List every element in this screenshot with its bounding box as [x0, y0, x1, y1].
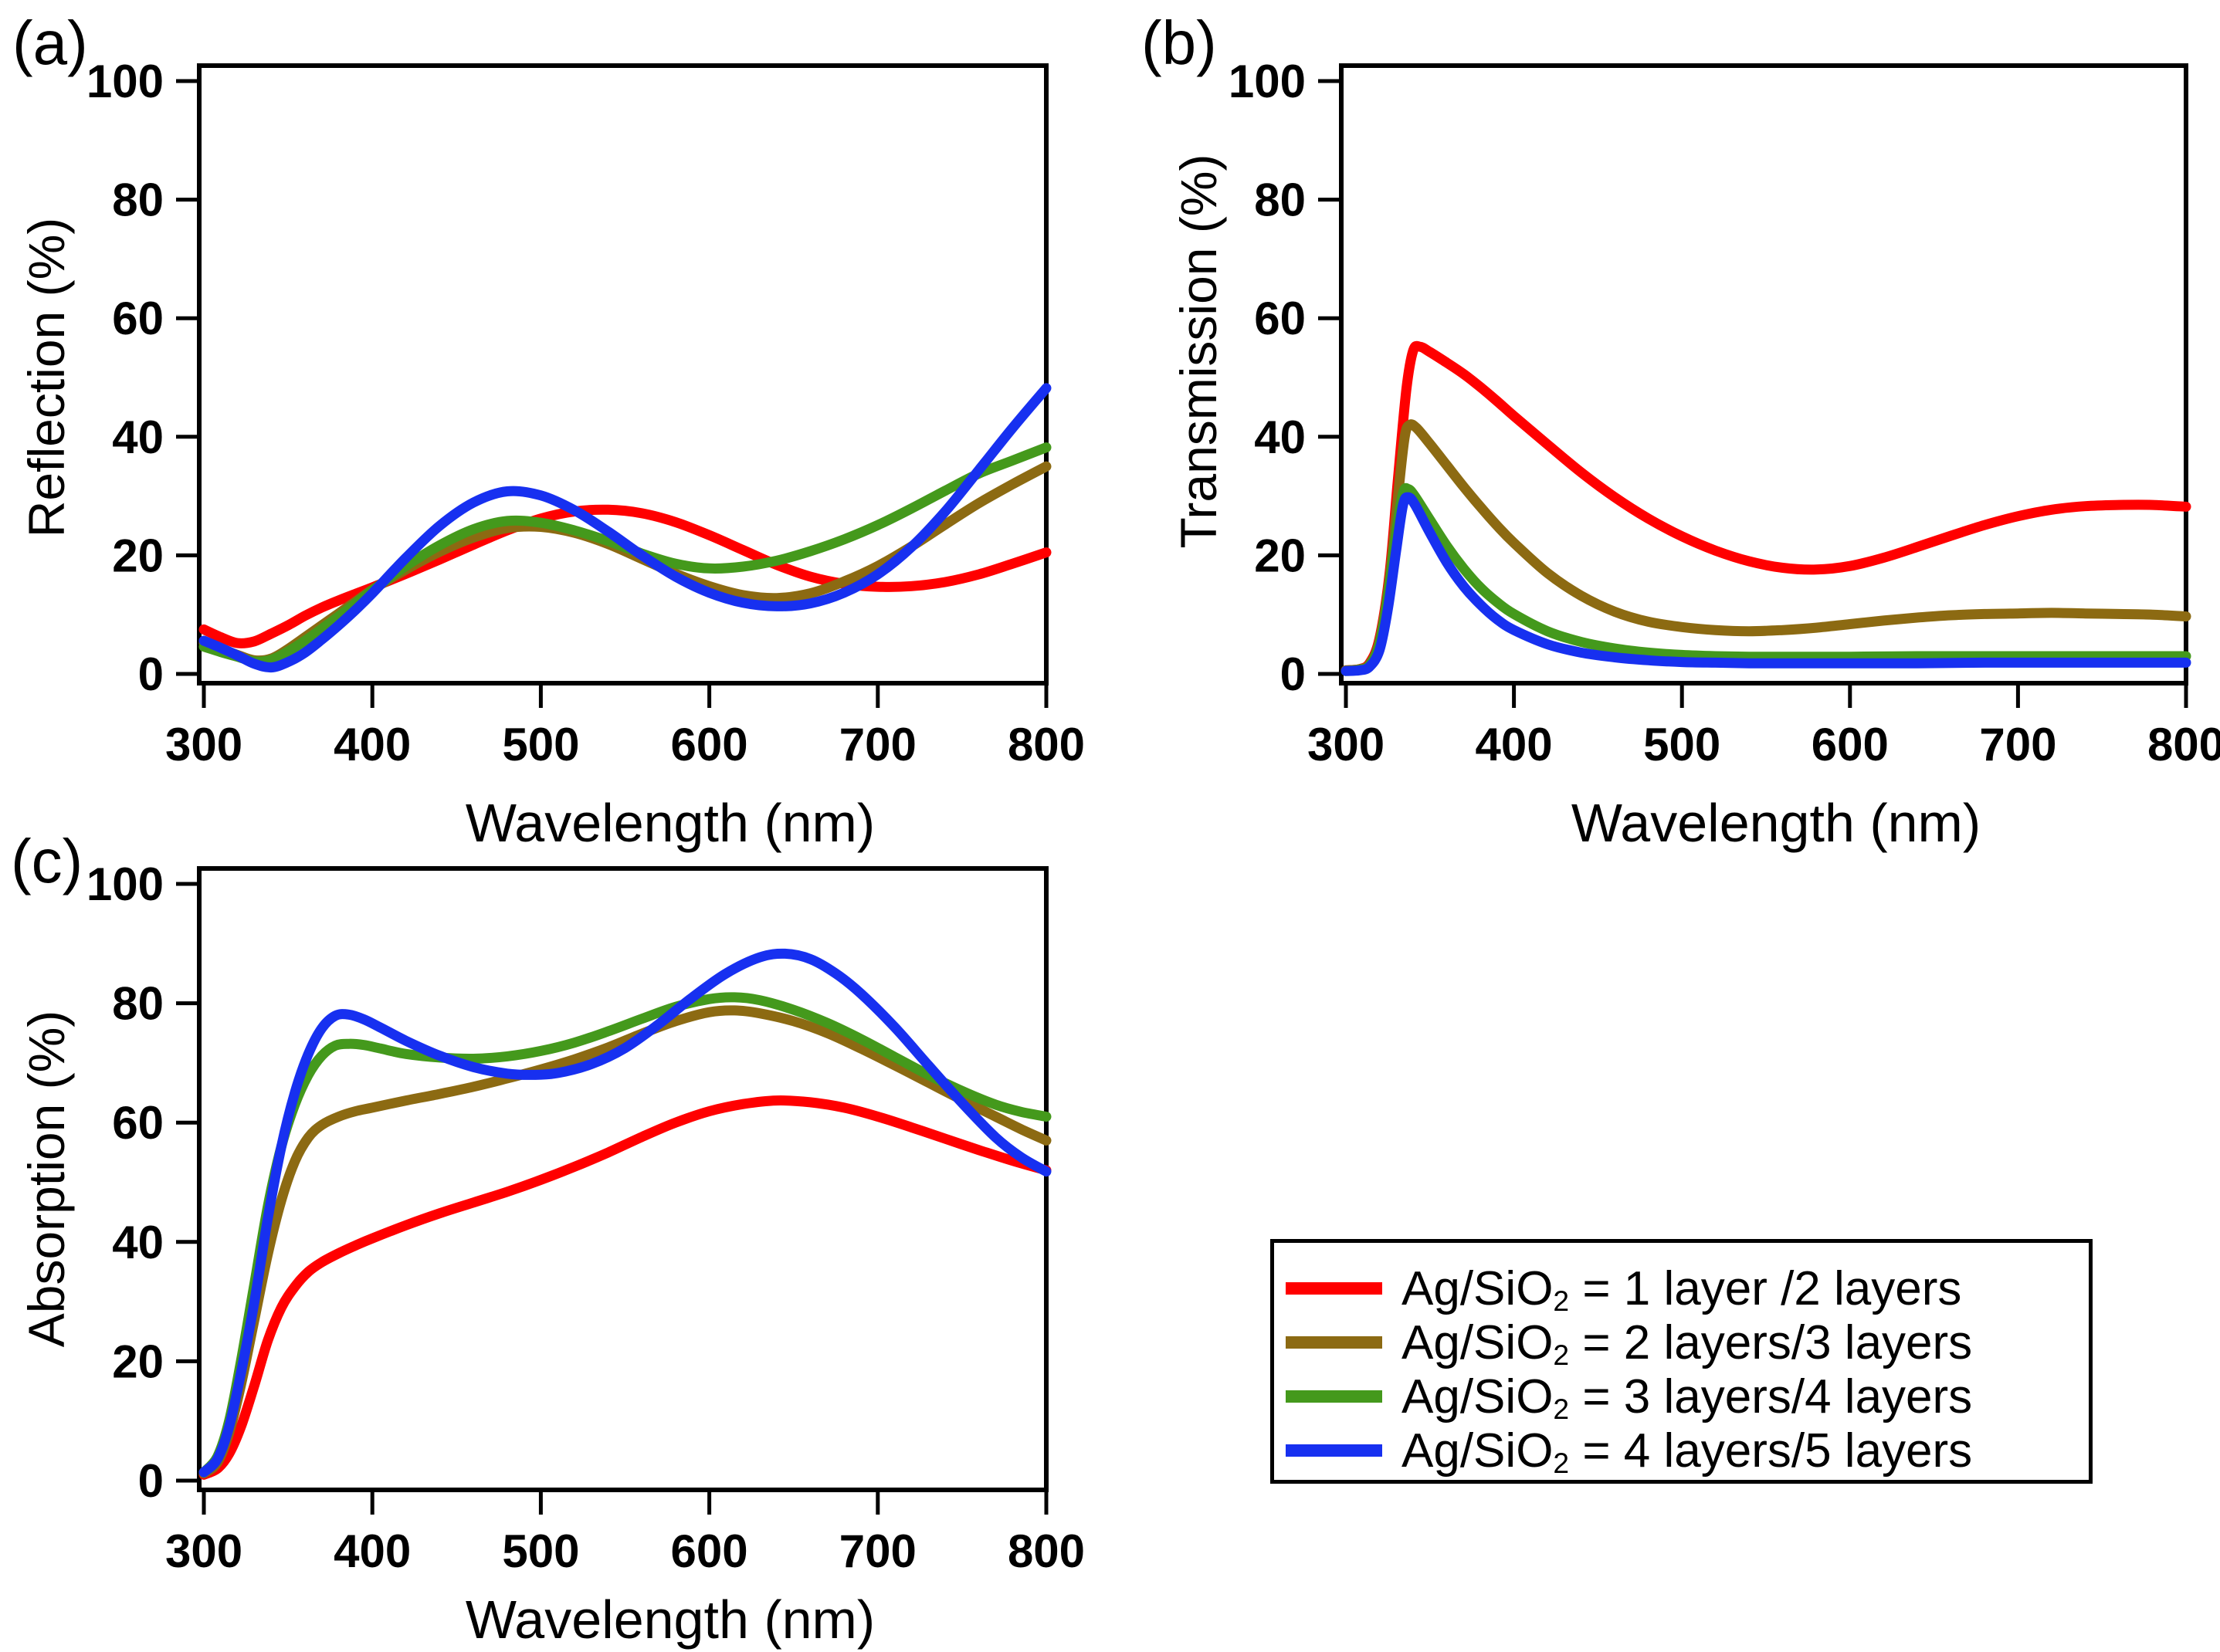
legend-label: Ag/SiO2 = 4 layers/5 layers — [1401, 1423, 1973, 1479]
legend-label: Ag/SiO2 = 2 layers/3 layers — [1401, 1315, 1973, 1371]
y-tick-label: 100 — [86, 56, 164, 107]
series-line-red — [198, 1095, 1052, 1480]
x-tick-label: 600 — [1812, 719, 1889, 770]
x-tick-label: 800 — [1008, 719, 1085, 770]
legend-label: Ag/SiO2 = 3 layers/4 layers — [1401, 1369, 1973, 1425]
y-tick-label: 80 — [112, 978, 164, 1030]
series-line-red — [1340, 340, 2191, 675]
y-tick-label: 40 — [1254, 411, 1306, 463]
x-tick-label: 700 — [1979, 719, 2056, 770]
legend-label: Ag/SiO2 = 1 layer /2 layers — [1401, 1261, 1962, 1317]
series-line-blue — [198, 948, 1052, 1478]
x-tick-label: 700 — [839, 719, 917, 770]
y-tick-label: 80 — [112, 174, 164, 226]
legend-swatch-dark_yellow — [1286, 1336, 1382, 1349]
panel-c-plot: 300 400 500 600 700 800 0 20 40 60 80 100 — [86, 858, 1085, 1577]
y-tick-label: 0 — [138, 648, 164, 700]
panel-a-chart: 300 400 500 600 700 800 0 20 40 60 80 100 — [86, 56, 1085, 770]
panel-c-xlabel: Wavelength (nm) — [465, 1589, 876, 1650]
panel-a-letter: (a) — [12, 8, 88, 77]
legend-entry: Ag/SiO2 = 3 layers/4 layers — [1282, 1369, 2089, 1425]
y-tick-label: 80 — [1254, 174, 1306, 226]
series-line-dark_yellow — [1340, 419, 2191, 675]
legend-box: Ag/SiO2 = 1 layer /2 layers Ag/SiO2 = 2 l… — [1270, 1239, 2093, 1484]
series-line-green — [198, 992, 1052, 1478]
y-tick-label: 100 — [86, 858, 164, 910]
x-tick-label: 800 — [1008, 1525, 1085, 1577]
y-tick-label: 0 — [138, 1455, 164, 1507]
x-tick-label: 300 — [1307, 719, 1385, 770]
y-tick-label: 60 — [112, 293, 164, 344]
y-tick-label: 20 — [1254, 530, 1306, 581]
series-line-blue — [198, 383, 1052, 673]
legend-entry: Ag/SiO2 = 4 layers/5 layers — [1282, 1423, 2089, 1479]
series-line-blue — [1340, 492, 2191, 676]
x-tick-label: 300 — [165, 719, 242, 770]
y-tick-label: 60 — [1254, 293, 1306, 344]
x-tick-label: 500 — [502, 719, 579, 770]
legend-rows: Ag/SiO2 = 1 layer /2 layers Ag/SiO2 = 2 l… — [1282, 1261, 2089, 1479]
x-tick-label: 700 — [839, 1525, 917, 1577]
panel-a-plot: 300 400 500 600 700 800 0 20 40 60 80 100 — [86, 56, 1085, 770]
y-tick-label: 100 — [1229, 56, 1306, 107]
legend-swatch-blue — [1286, 1444, 1382, 1457]
plot-frame — [197, 866, 1049, 1492]
series-line-green — [1340, 482, 2191, 676]
y-tick-label: 0 — [1280, 648, 1306, 700]
panel-b-xlabel: Wavelength (nm) — [1571, 793, 1981, 853]
panel-a-xlabel: Wavelength (nm) — [465, 793, 876, 853]
y-tick-label: 40 — [112, 1217, 164, 1268]
legend-entry: Ag/SiO2 = 2 layers/3 layers — [1282, 1315, 2089, 1371]
legend-swatch-red — [1286, 1282, 1382, 1295]
panel-b-chart: 300 400 500 600 700 800 0 20 40 60 80 100 — [1229, 56, 2220, 770]
x-tick-label: 600 — [671, 1525, 748, 1577]
panel-b-letter: (b) — [1141, 8, 1217, 77]
y-tick-label: 20 — [112, 530, 164, 581]
legend-swatch-green — [1286, 1390, 1382, 1403]
x-tick-label: 400 — [334, 1525, 411, 1577]
series-line-green — [198, 442, 1052, 667]
x-tick-label: 800 — [2147, 719, 2220, 770]
plot-frame — [1339, 63, 2188, 686]
x-tick-label: 400 — [1476, 719, 1553, 770]
x-tick-label: 500 — [502, 1525, 579, 1577]
panel-c-letter: (c) — [11, 827, 83, 895]
x-tick-label: 500 — [1643, 719, 1720, 770]
y-tick-label: 20 — [112, 1335, 164, 1387]
series-line-dark_yellow — [198, 1005, 1052, 1479]
legend-entry: Ag/SiO2 = 1 layer /2 layers — [1282, 1261, 2089, 1317]
x-tick-label: 600 — [671, 719, 748, 770]
plot-frame — [197, 63, 1049, 686]
y-tick-label: 60 — [112, 1097, 164, 1149]
x-tick-label: 300 — [165, 1525, 242, 1577]
x-tick-label: 400 — [334, 719, 411, 770]
panel-c-chart: 300 400 500 600 700 800 0 20 40 60 80 100 — [86, 858, 1085, 1577]
panel-a-ylabel: Reflection (%) — [18, 217, 75, 538]
panel-b-ylabel: Transmission (%) — [1170, 154, 1227, 549]
panel-c-ylabel: Absorption (%) — [18, 1010, 75, 1348]
y-tick-label: 40 — [112, 411, 164, 463]
panel-b-plot: 300 400 500 600 700 800 0 20 40 60 80 100 — [1229, 56, 2220, 770]
